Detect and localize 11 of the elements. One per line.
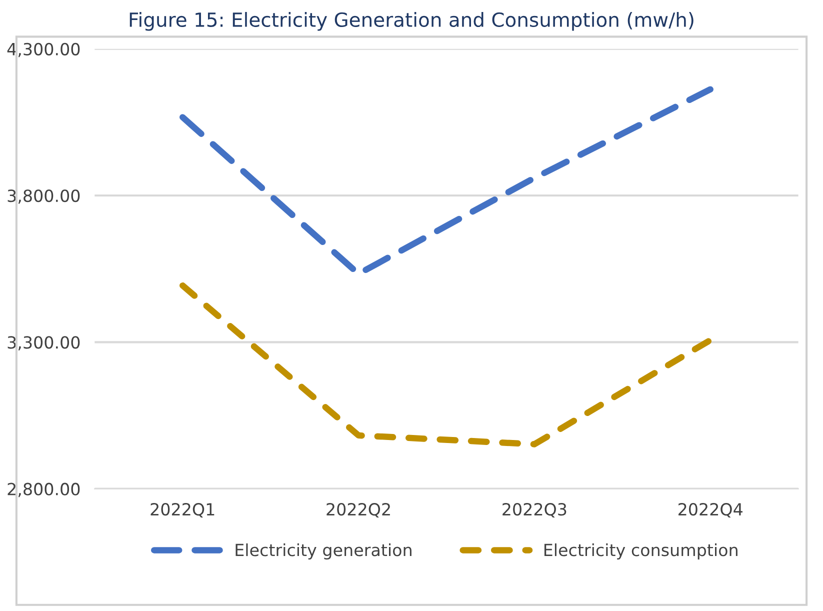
- x-tick-label: 2022Q1: [150, 502, 214, 518]
- y-tick-label: 3,300.00: [8, 336, 80, 350]
- x-tick-label: 2022Q3: [502, 502, 566, 518]
- x-tick-label: 2022Q4: [678, 502, 742, 518]
- legend-label: Electricity consumption: [544, 543, 738, 560]
- legend-label: Electricity generation: [236, 543, 412, 560]
- y-tick-label: 4,300.00: [7, 42, 80, 58]
- chart-title: Figure 15: Electricity Generation and Consumption (mw/h): [130, 12, 694, 31]
- y-tick-label: 2,800.00: [8, 482, 80, 498]
- x-tick-label: 2022Q2: [326, 502, 390, 518]
- y-tick-label: 3,800.00: [8, 189, 80, 204]
